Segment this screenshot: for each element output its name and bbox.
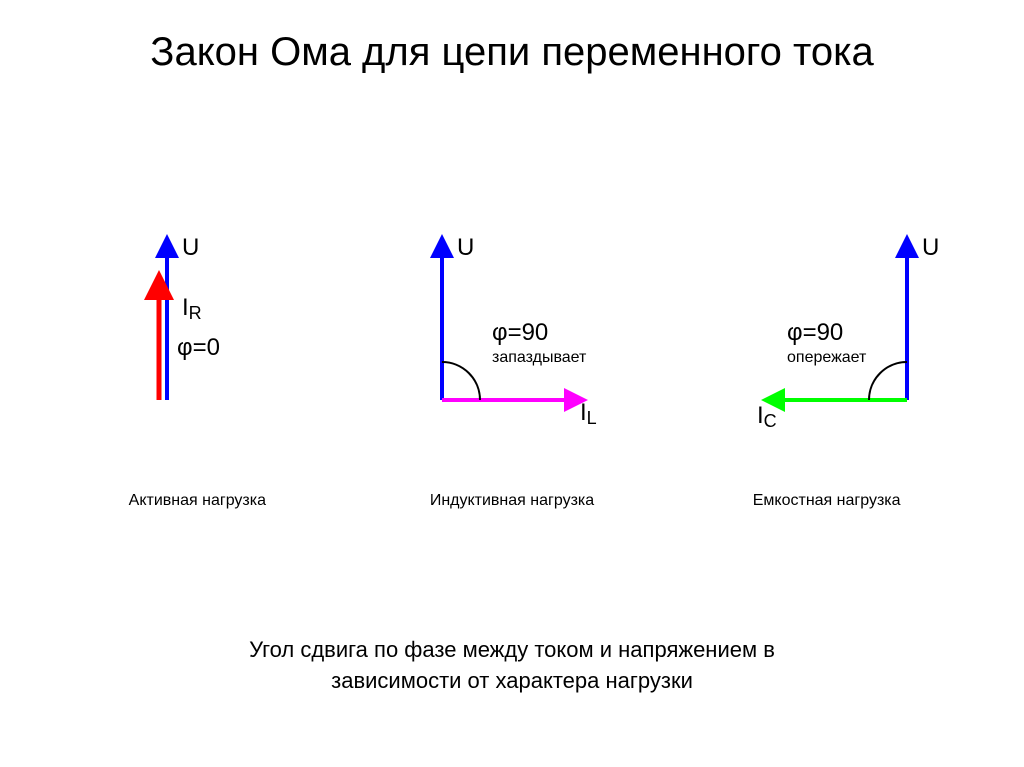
phi-label: φ=90 [787, 319, 843, 346]
phase-arc [442, 362, 480, 400]
diagram-row: U IR φ=0 Активная нагрузка U [0, 180, 1024, 480]
capacitive-caption: Емкостная нагрузка [677, 492, 977, 510]
resistive-caption: Активная нагрузка [47, 492, 347, 510]
phi-label: φ=0 [177, 334, 220, 361]
i-label: IC [757, 402, 777, 431]
diagram-resistive: U IR φ=0 Активная нагрузка [47, 180, 347, 480]
i-label: IL [580, 399, 597, 428]
phase-note: опережает [787, 349, 867, 366]
phase-arc [869, 362, 907, 400]
diagram-inductive: U φ=90 запаздывает IL Индуктивная нагруз… [362, 180, 662, 480]
inductive-caption: Индуктивная нагрузка [362, 492, 662, 510]
diagram-capacitive: U φ=90 опережает IC Емкостная нагрузка [677, 180, 977, 480]
u-label: U [457, 234, 474, 261]
u-label: U [922, 234, 939, 261]
footer-text: Угол сдвига по фазе между током и напряж… [0, 635, 1024, 697]
inductive-svg: U φ=90 запаздывает IL [362, 180, 662, 440]
i-label: IR [182, 294, 202, 323]
resistive-svg: U IR φ=0 [47, 180, 347, 440]
page-title: Закон Ома для цепи переменного тока [0, 30, 1024, 75]
phi-label: φ=90 [492, 319, 548, 346]
phase-note: запаздывает [492, 349, 587, 366]
capacitive-svg: U φ=90 опережает IC [677, 180, 977, 440]
u-label: U [182, 234, 199, 261]
footer-line2: зависимости от характера нагрузки [0, 666, 1024, 697]
footer-line1: Угол сдвига по фазе между током и напряж… [0, 635, 1024, 666]
